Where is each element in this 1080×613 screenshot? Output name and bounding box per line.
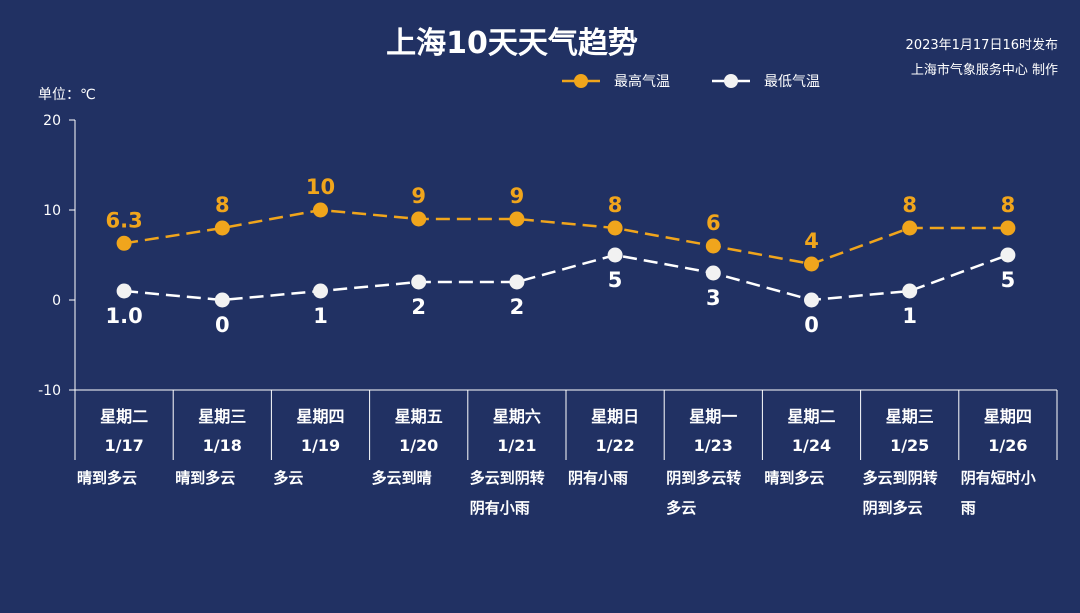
data-label-high: 8	[902, 193, 917, 217]
data-label-low: 5	[1001, 268, 1016, 292]
data-points	[116, 202, 1016, 308]
data-label-low: 0	[804, 313, 819, 337]
axes: 20 10 0 -10	[38, 113, 76, 399]
data-label-low: 2	[411, 295, 426, 319]
weekday-label: 星期三	[886, 407, 934, 426]
point-low	[1000, 247, 1016, 263]
point-low	[607, 247, 623, 263]
point-low	[804, 292, 819, 308]
weekday-label: 星期二	[787, 407, 835, 426]
date-label: 1/21	[497, 436, 536, 455]
point-high	[705, 238, 721, 254]
date-label: 1/26	[988, 436, 1027, 455]
y-tick-label: 0	[52, 293, 61, 309]
point-high	[214, 220, 230, 236]
point-high	[1000, 220, 1016, 236]
point-high	[313, 202, 328, 218]
point-high	[116, 235, 132, 251]
weather-text: 多云	[273, 469, 303, 487]
legend-low-marker	[724, 74, 738, 88]
date-label: 1/18	[203, 436, 242, 455]
data-label-high: 8	[608, 193, 623, 217]
weather-text: 阴到多云转	[666, 469, 741, 487]
legend-high-label: 最高气温	[614, 73, 670, 90]
data-label-high: 8	[1001, 193, 1016, 217]
weather-text: 雨	[961, 499, 976, 517]
weather-text: 阴有短时小	[961, 469, 1036, 487]
point-low	[509, 274, 525, 290]
point-low	[902, 283, 918, 299]
point-low	[411, 274, 427, 290]
date-label: 1/17	[104, 436, 143, 455]
date-label: 1/19	[301, 436, 340, 455]
data-label-high: 9	[411, 184, 426, 208]
point-low	[313, 283, 328, 299]
data-label-high: 4	[804, 229, 819, 253]
weather-text: 晴到多云	[764, 469, 824, 487]
point-high	[804, 256, 819, 272]
weekday-label: 星期日	[591, 407, 639, 426]
publisher: 上海市气象服务中心 制作	[911, 62, 1058, 78]
date-label: 1/24	[792, 436, 831, 455]
data-label-high: 9	[510, 184, 525, 208]
weekday-label: 星期五	[395, 407, 443, 426]
data-label-low: 1	[313, 304, 328, 328]
data-label-low: 5	[608, 268, 623, 292]
point-high	[607, 220, 623, 236]
data-labels: 6.3 8 10 9 9 8 6 4 8 8 1.0 0 1 2 2 5 3 0 1 5	[105, 175, 1015, 337]
weather-text: 阴有小雨	[470, 499, 530, 517]
weather-text: 多云	[666, 499, 696, 517]
series-lines	[123, 208, 1009, 302]
point-high	[509, 211, 525, 227]
y-tick-label: 20	[43, 113, 61, 129]
y-tick-label: -10	[38, 383, 61, 399]
point-low	[214, 292, 230, 308]
weekday-label: 星期三	[198, 407, 246, 426]
weather-text: 多云到阴转	[863, 469, 938, 487]
data-label-low: 0	[215, 313, 230, 337]
data-label-high: 10	[306, 175, 335, 199]
point-high	[411, 211, 427, 227]
point-low	[116, 283, 132, 299]
forecast-table: 星期二 1/17 晴到多云 星期三 1/18 晴到多云 星期四 1/19 多云 星期五 1/20 多云…	[74, 389, 1058, 517]
weather-text: 阴有小雨	[568, 469, 628, 487]
date-label: 1/20	[399, 436, 438, 455]
series-line-low	[123, 253, 1009, 302]
data-label-low: 1.0	[105, 304, 142, 328]
date-label: 1/25	[890, 436, 929, 455]
y-tick-label: 10	[43, 203, 61, 219]
weather-text: 晴到多云	[77, 469, 137, 487]
point-low	[705, 265, 721, 281]
weather-text: 多云到阴转	[470, 469, 545, 487]
weekday-label: 星期一	[689, 407, 737, 426]
date-label: 1/22	[595, 436, 634, 455]
data-label-low: 1	[902, 304, 917, 328]
date-label: 1/23	[694, 436, 733, 455]
legend: 最高气温 最低气温	[562, 73, 820, 90]
weather-text: 多云到晴	[372, 469, 432, 487]
data-label-low: 2	[510, 295, 525, 319]
weekday-label: 星期四	[296, 407, 344, 426]
point-high	[902, 220, 918, 236]
unit-label: 单位：℃	[38, 87, 96, 103]
data-label-high: 8	[215, 193, 230, 217]
issued-time: 2023年1月17日16时发布	[906, 37, 1058, 53]
page-title: 上海10天天气趋势	[386, 26, 638, 61]
series-line-high	[123, 208, 1008, 266]
legend-high-marker	[574, 74, 588, 88]
data-label-low: 3	[706, 286, 721, 310]
data-label-high: 6	[706, 211, 721, 235]
weekday-label: 星期二	[100, 407, 148, 426]
legend-low-label: 最低气温	[764, 74, 820, 90]
weekday-label: 星期六	[493, 407, 541, 426]
weather-text: 晴到多云	[175, 469, 235, 487]
weekday-label: 星期四	[984, 407, 1032, 426]
weather-text: 阴到多云	[863, 499, 923, 517]
data-label-high: 6.3	[105, 208, 142, 232]
